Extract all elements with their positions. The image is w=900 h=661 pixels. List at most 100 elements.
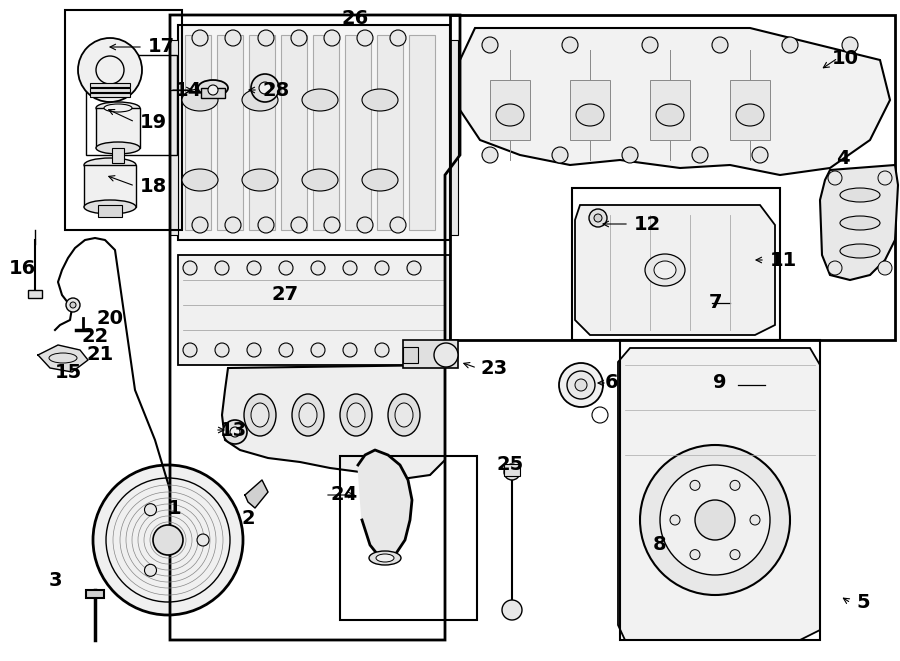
Circle shape bbox=[258, 30, 274, 46]
Circle shape bbox=[145, 564, 157, 576]
Circle shape bbox=[311, 343, 325, 357]
Circle shape bbox=[192, 217, 208, 233]
Circle shape bbox=[642, 37, 658, 53]
Bar bbox=[84, 165, 136, 207]
Polygon shape bbox=[222, 365, 445, 480]
Bar bbox=[86, 55, 177, 155]
Text: 14: 14 bbox=[175, 81, 202, 100]
Bar bbox=[650, 80, 690, 140]
Ellipse shape bbox=[645, 254, 685, 286]
Ellipse shape bbox=[302, 89, 338, 111]
Bar bbox=[112, 148, 124, 163]
Circle shape bbox=[343, 343, 357, 357]
Circle shape bbox=[567, 371, 595, 399]
Circle shape bbox=[690, 550, 700, 560]
Circle shape bbox=[482, 147, 498, 163]
Circle shape bbox=[752, 147, 768, 163]
Polygon shape bbox=[618, 348, 820, 640]
Circle shape bbox=[660, 465, 770, 575]
Circle shape bbox=[594, 214, 602, 222]
Text: 4: 4 bbox=[836, 149, 850, 167]
Text: 22: 22 bbox=[81, 327, 109, 346]
Circle shape bbox=[575, 379, 587, 391]
Circle shape bbox=[145, 504, 157, 516]
Ellipse shape bbox=[292, 394, 324, 436]
Circle shape bbox=[247, 261, 261, 275]
Circle shape bbox=[153, 525, 183, 555]
Circle shape bbox=[324, 217, 340, 233]
Circle shape bbox=[502, 600, 522, 620]
Polygon shape bbox=[460, 28, 890, 175]
Circle shape bbox=[828, 171, 842, 185]
Text: 1: 1 bbox=[168, 498, 182, 518]
Text: 26: 26 bbox=[341, 9, 369, 28]
Bar bbox=[340, 456, 477, 620]
Bar bbox=[98, 205, 122, 217]
Bar bbox=[450, 15, 895, 340]
Ellipse shape bbox=[395, 403, 413, 427]
Circle shape bbox=[183, 261, 197, 275]
Circle shape bbox=[192, 30, 208, 46]
Circle shape bbox=[225, 217, 241, 233]
Bar bbox=[570, 80, 610, 140]
Bar bbox=[217, 35, 243, 230]
Circle shape bbox=[878, 261, 892, 275]
Ellipse shape bbox=[340, 394, 372, 436]
Bar bbox=[281, 35, 307, 230]
Polygon shape bbox=[820, 165, 898, 280]
Polygon shape bbox=[245, 480, 268, 508]
Ellipse shape bbox=[242, 169, 278, 191]
Text: 20: 20 bbox=[96, 309, 123, 327]
Text: 27: 27 bbox=[272, 286, 299, 305]
Text: 23: 23 bbox=[480, 358, 507, 377]
Circle shape bbox=[78, 38, 142, 102]
Circle shape bbox=[93, 465, 243, 615]
Text: 16: 16 bbox=[8, 258, 36, 278]
Circle shape bbox=[562, 37, 578, 53]
Bar bbox=[86, 590, 104, 598]
Ellipse shape bbox=[496, 104, 524, 126]
Text: 11: 11 bbox=[770, 251, 797, 270]
Bar bbox=[201, 88, 225, 98]
Text: 7: 7 bbox=[708, 293, 722, 313]
Ellipse shape bbox=[242, 89, 278, 111]
Circle shape bbox=[291, 217, 307, 233]
Text: 24: 24 bbox=[330, 485, 357, 504]
Circle shape bbox=[842, 37, 858, 53]
Ellipse shape bbox=[362, 89, 398, 111]
Bar bbox=[313, 35, 339, 230]
Circle shape bbox=[279, 261, 293, 275]
Bar bbox=[504, 464, 520, 476]
Bar bbox=[90, 93, 130, 97]
Ellipse shape bbox=[347, 403, 365, 427]
Bar bbox=[90, 88, 130, 92]
Circle shape bbox=[343, 261, 357, 275]
Circle shape bbox=[66, 298, 80, 312]
Circle shape bbox=[712, 37, 728, 53]
Text: 28: 28 bbox=[262, 81, 289, 100]
Bar bbox=[403, 340, 458, 368]
Bar bbox=[730, 80, 770, 140]
Circle shape bbox=[375, 343, 389, 357]
Circle shape bbox=[96, 56, 124, 84]
Circle shape bbox=[183, 343, 197, 357]
Circle shape bbox=[279, 343, 293, 357]
Circle shape bbox=[208, 85, 218, 95]
Ellipse shape bbox=[369, 551, 401, 565]
Text: 19: 19 bbox=[140, 112, 167, 132]
Ellipse shape bbox=[96, 142, 140, 154]
Text: 8: 8 bbox=[653, 535, 667, 553]
Circle shape bbox=[730, 481, 740, 490]
Ellipse shape bbox=[198, 80, 228, 96]
Circle shape bbox=[640, 445, 790, 595]
Polygon shape bbox=[38, 345, 88, 372]
Circle shape bbox=[324, 30, 340, 46]
Ellipse shape bbox=[182, 89, 218, 111]
Circle shape bbox=[434, 343, 458, 367]
Bar bbox=[28, 290, 42, 298]
Circle shape bbox=[695, 500, 735, 540]
Circle shape bbox=[197, 534, 209, 546]
Text: 25: 25 bbox=[497, 455, 524, 475]
Ellipse shape bbox=[840, 244, 880, 258]
Text: 5: 5 bbox=[856, 594, 869, 613]
